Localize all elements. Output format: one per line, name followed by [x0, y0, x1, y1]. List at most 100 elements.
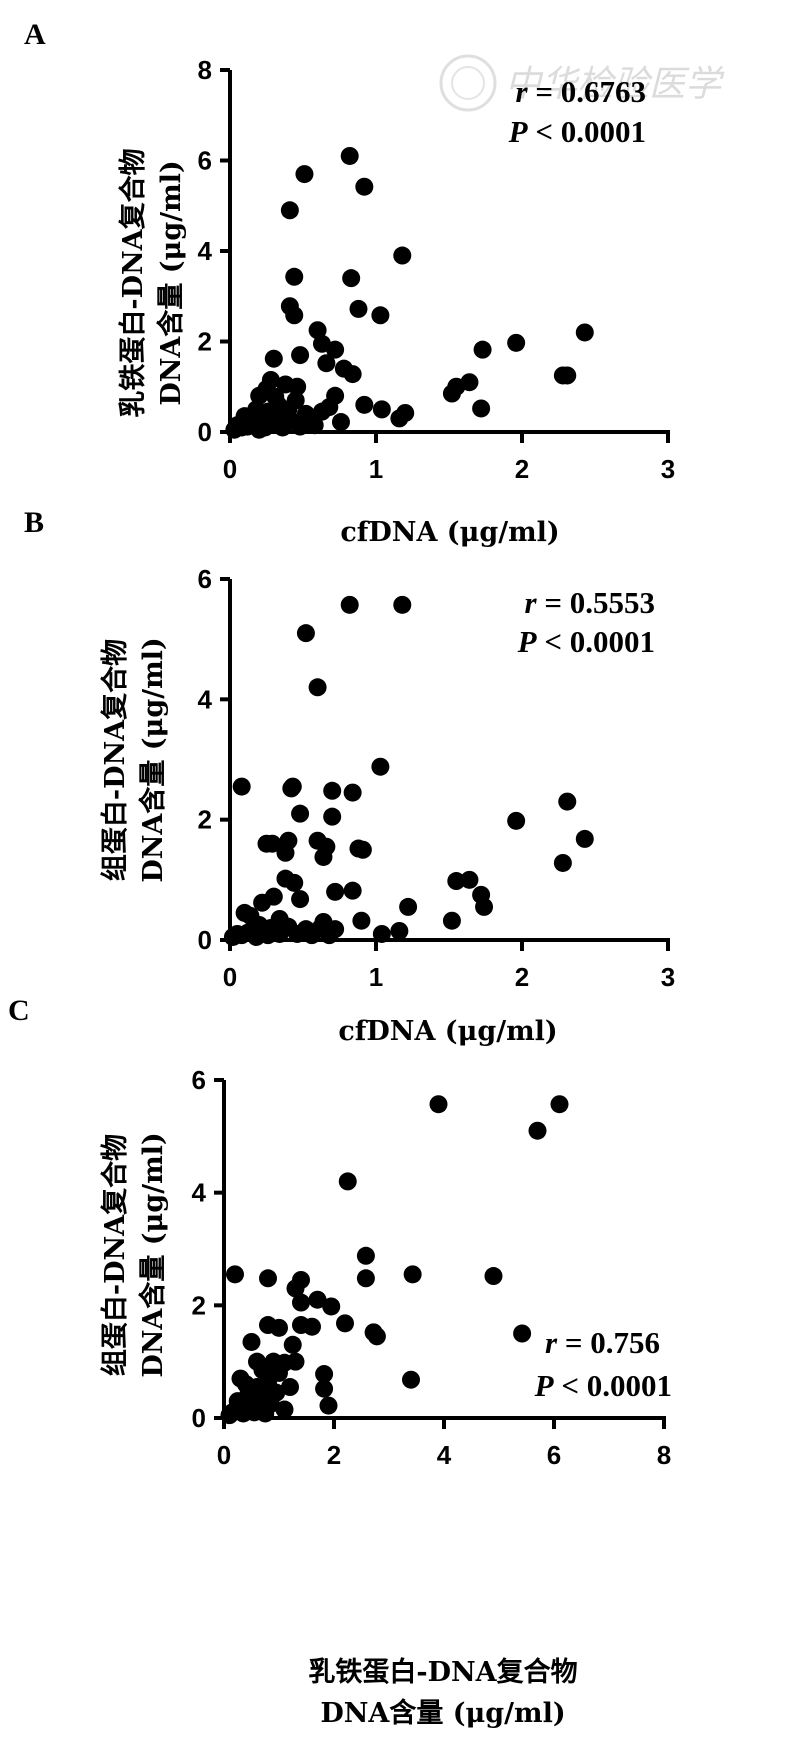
p-symbol: P	[517, 624, 538, 659]
data-point	[319, 1396, 338, 1415]
p-text: < 0.0001	[528, 114, 646, 149]
correlation-r: r = 0.756	[545, 1325, 660, 1360]
data-point	[250, 386, 269, 405]
data-point	[232, 777, 251, 796]
r-symbol: r	[516, 74, 529, 109]
data-point	[507, 811, 526, 830]
data-point	[575, 323, 594, 342]
data-point	[253, 893, 272, 912]
data-point	[315, 1379, 334, 1398]
data-point	[275, 1400, 294, 1419]
x-tick-label: 1	[369, 962, 383, 992]
x-tick-label: 4	[437, 1440, 452, 1470]
data-point	[338, 1172, 357, 1191]
data-points	[225, 146, 594, 439]
data-point	[475, 897, 494, 916]
data-point	[558, 792, 577, 811]
x-tick-label: 8	[657, 1440, 671, 1470]
correlation-r: r = 0.5553	[525, 585, 656, 620]
data-point	[326, 882, 345, 901]
data-point	[323, 781, 342, 800]
y-axis: 0 2 4 6	[192, 1065, 224, 1433]
data-point	[285, 306, 304, 325]
x-axis-title: cfDNA (μg/ml)	[338, 1016, 557, 1047]
y-axis-title: 组蛋白-DNA复合物 DNA含量 (μg/ml)	[99, 1132, 169, 1377]
y-tick-label: 6	[192, 1065, 206, 1095]
x-tick-label: 6	[547, 1440, 561, 1470]
data-point	[326, 340, 345, 359]
x-tick-label: 0	[217, 1440, 231, 1470]
data-point	[320, 398, 339, 417]
data-point	[558, 366, 577, 385]
data-point	[263, 834, 282, 853]
data-point	[226, 1402, 244, 1421]
data-point	[295, 165, 314, 184]
data-point	[371, 306, 390, 325]
y-axis-title-line-1: 组蛋白-DNA复合物	[99, 639, 131, 881]
data-point	[291, 346, 310, 365]
data-point	[355, 395, 374, 414]
data-point	[308, 678, 327, 697]
x-axis: 0 1 2 3	[223, 940, 675, 992]
data-point	[356, 1269, 375, 1288]
data-point	[250, 420, 269, 439]
y-tick-label: 4	[198, 684, 213, 714]
data-point	[367, 1327, 386, 1346]
data-point	[225, 420, 244, 439]
data-point	[288, 924, 307, 943]
data-point	[442, 384, 461, 403]
data-point	[343, 881, 362, 900]
data-point	[259, 1269, 277, 1288]
p-value: P < 0.0001	[517, 624, 655, 659]
p-symbol: P	[534, 1368, 555, 1403]
watermark-text: 中华检验医学	[505, 64, 725, 105]
x-tick-label: 1	[369, 454, 383, 484]
data-point	[283, 777, 302, 796]
data-point	[242, 1332, 261, 1351]
y-tick-label: 0	[198, 417, 212, 447]
y-axis-title: 组蛋白-DNA复合物 DNA含量 (μg/ml)	[99, 637, 169, 882]
y-axis-title-line-2: DNA含量 (μg/ml)	[155, 160, 187, 405]
data-point	[247, 927, 266, 946]
data-point	[472, 399, 491, 418]
data-point	[528, 1121, 547, 1140]
data-point	[320, 926, 339, 945]
r-value: = 0.5553	[537, 585, 655, 620]
r-value: = 0.6763	[528, 74, 646, 109]
data-point	[342, 269, 361, 288]
p-value: P < 0.0001	[508, 114, 646, 149]
data-point	[256, 1404, 275, 1423]
data-point	[317, 837, 336, 856]
data-point	[393, 595, 412, 614]
data-point	[292, 1293, 310, 1312]
data-point	[296, 624, 315, 643]
data-point	[340, 595, 359, 614]
x-tick-label: 3	[661, 962, 675, 992]
correlation-r: r = 0.6763	[516, 74, 647, 109]
data-point	[305, 416, 324, 435]
axes	[222, 1080, 666, 1420]
panel-label: B	[24, 506, 44, 539]
y-axis: 0 2 4 6	[198, 564, 230, 955]
data-point	[355, 177, 374, 196]
data-points	[223, 595, 594, 946]
data-point	[280, 201, 299, 220]
p-text: < 0.0001	[537, 624, 655, 659]
y-tick-label: 6	[198, 146, 212, 176]
data-point	[273, 418, 292, 437]
data-point	[442, 911, 461, 930]
data-point	[283, 1335, 302, 1354]
r-value: = 0.756	[557, 1325, 660, 1360]
x-axis-title: cfDNA (μg/ml)	[340, 517, 559, 548]
panel-b: B 组蛋白-DNA复合物 DNA含量 (μg/ml) 0 2 4 6 0 1 2 3 cfD…	[24, 506, 675, 1047]
data-point	[349, 299, 368, 318]
y-axis: 0 2 4 6 8	[198, 55, 230, 447]
data-point	[340, 146, 359, 165]
data-point	[473, 340, 492, 359]
data-point	[281, 1378, 299, 1397]
data-point	[285, 267, 304, 286]
data-point	[317, 354, 336, 373]
y-tick-label: 6	[198, 564, 212, 594]
data-point	[285, 873, 304, 892]
